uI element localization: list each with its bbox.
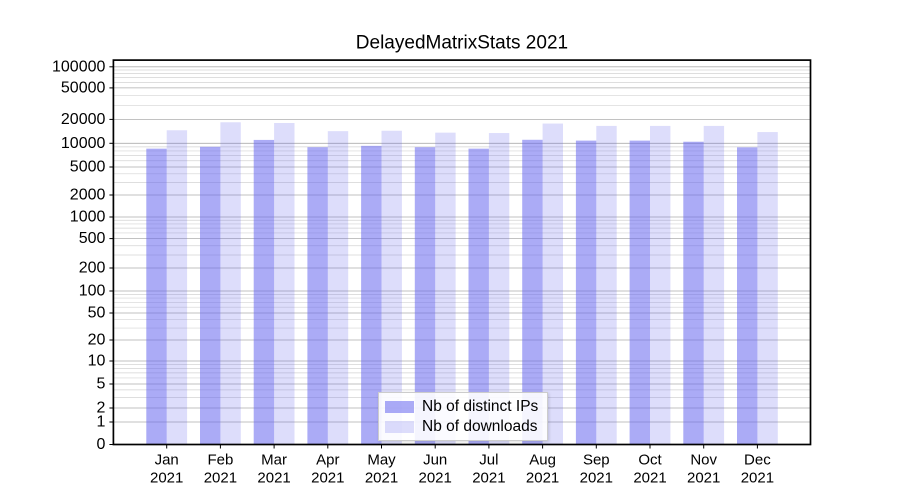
svg-text:Dec: Dec — [744, 452, 771, 469]
svg-text:Feb: Feb — [207, 452, 233, 469]
svg-text:0: 0 — [96, 436, 105, 453]
svg-text:10000: 10000 — [61, 135, 106, 152]
svg-text:Aug: Aug — [529, 452, 556, 469]
svg-text:2021: 2021 — [150, 470, 183, 487]
svg-text:1: 1 — [96, 414, 105, 431]
svg-text:500: 500 — [79, 230, 106, 247]
svg-text:2021: 2021 — [687, 470, 720, 487]
svg-text:Jun: Jun — [423, 452, 447, 469]
svg-text:DelayedMatrixStats 2021: DelayedMatrixStats 2021 — [356, 33, 568, 54]
svg-text:Apr: Apr — [316, 452, 339, 469]
svg-text:Mar: Mar — [261, 452, 287, 469]
svg-text:10: 10 — [88, 353, 106, 370]
svg-text:Sep: Sep — [583, 452, 610, 469]
svg-text:Oct: Oct — [638, 452, 662, 469]
svg-text:100: 100 — [79, 283, 106, 300]
svg-text:2021: 2021 — [365, 470, 398, 487]
svg-text:2021: 2021 — [526, 470, 559, 487]
svg-text:2021: 2021 — [472, 470, 505, 487]
svg-text:2021: 2021 — [204, 470, 237, 487]
svg-text:Jul: Jul — [479, 452, 498, 469]
svg-text:20000: 20000 — [61, 111, 106, 128]
svg-text:Jan: Jan — [155, 452, 179, 469]
svg-text:5: 5 — [96, 376, 105, 393]
svg-text:5000: 5000 — [70, 159, 106, 176]
svg-text:Nov: Nov — [690, 452, 717, 469]
svg-text:1000: 1000 — [70, 209, 106, 226]
svg-text:100000: 100000 — [52, 58, 105, 75]
svg-text:2000: 2000 — [70, 187, 106, 204]
svg-text:2021: 2021 — [257, 470, 290, 487]
svg-text:50: 50 — [88, 305, 106, 322]
svg-text:2021: 2021 — [311, 470, 344, 487]
svg-text:20: 20 — [88, 332, 106, 349]
svg-text:2021: 2021 — [741, 470, 774, 487]
svg-text:2021: 2021 — [419, 470, 452, 487]
svg-text:May: May — [367, 452, 396, 469]
svg-text:2021: 2021 — [633, 470, 666, 487]
svg-text:2021: 2021 — [580, 470, 613, 487]
svg-text:50000: 50000 — [61, 79, 106, 96]
svg-text:200: 200 — [79, 260, 106, 277]
